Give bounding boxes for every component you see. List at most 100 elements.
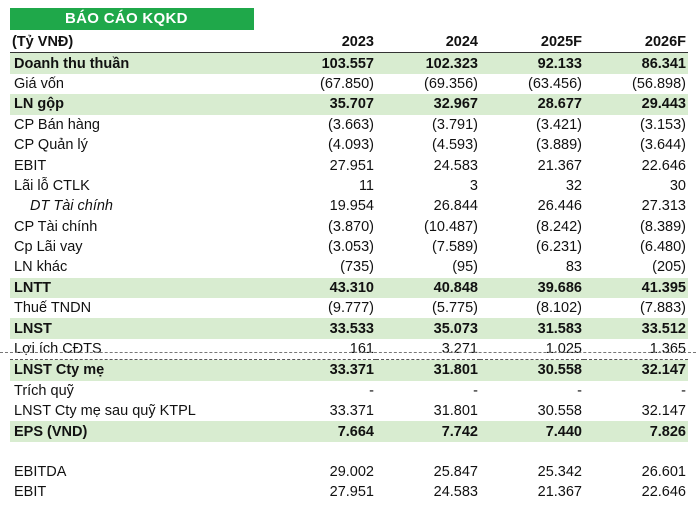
row-value: 29.002	[329, 464, 374, 480]
row-value: 26.446	[537, 198, 582, 215]
row-value: (3.889)	[536, 137, 582, 154]
row-value: (10.487)	[423, 218, 478, 235]
row-value: 1.025	[480, 338, 584, 361]
row-value: (7.589)	[432, 239, 478, 256]
row-label: EBITDA	[14, 464, 67, 480]
row-value: 26.844	[433, 198, 478, 215]
table-row: Cp Lãi vay (3.053) (7.589) (6.231) (6.480)	[10, 237, 688, 257]
row-value: (3.663)	[328, 116, 374, 133]
row-value: 7.664	[272, 421, 376, 442]
table-row: EBIT 27.951 24.583 21.367 22.646	[10, 482, 688, 502]
row-label: CP Bán hàng	[14, 116, 100, 133]
row-value: 7.826	[584, 421, 688, 442]
row-value: 24.583	[433, 157, 478, 174]
row-value: 31.801	[433, 403, 478, 420]
row-value: 29.443	[584, 94, 688, 115]
row-value: 28.677	[480, 94, 584, 115]
row-value: (95)	[452, 259, 478, 276]
table-row: LNTT 43.310 40.848 39.686 41.395	[10, 277, 688, 299]
row-value: 31.583	[480, 318, 584, 339]
row-value: (5.775)	[432, 300, 478, 317]
row-value: 32.967	[376, 94, 480, 115]
header-row: (Tỷ VNĐ) 2023 2024 2025F 2026F	[10, 32, 688, 54]
table-row: Lãi lỗ CTLK 11 3 32 30	[10, 176, 688, 196]
row-value: 21.367	[537, 157, 582, 174]
row-value: 31.801	[376, 359, 480, 381]
table-row	[10, 442, 688, 462]
row-value: (8.389)	[640, 218, 686, 235]
row-value: 39.686	[480, 277, 584, 299]
income-statement-table: (Tỷ VNĐ) 2023 2024 2025F 2026F Doanh thu…	[10, 32, 688, 503]
row-value: 103.557	[272, 52, 376, 74]
row-value	[480, 442, 584, 462]
row-label: Giá vốn	[14, 75, 64, 92]
row-value: -	[473, 382, 478, 399]
report-title: BÁO CÁO KQKD	[10, 8, 254, 30]
table-row: Doanh thu thuần 103.557 102.323 92.133 86.34…	[10, 52, 688, 74]
table-row: LN gộp 35.707 32.967 28.677 29.443	[10, 94, 688, 115]
row-value: 32.147	[584, 359, 688, 381]
table-row: LNST 33.533 35.073 31.583 33.512	[10, 318, 688, 339]
row-label: Lợi ích CĐTS	[10, 338, 272, 361]
row-value: (4.593)	[432, 137, 478, 154]
row-label: Lãi lỗ CTLK	[14, 177, 90, 194]
row-value: 22.646	[641, 157, 686, 174]
row-value: 3.271	[376, 338, 480, 361]
row-value	[376, 442, 480, 462]
table-row: EBIT 27.951 24.583 21.367 22.646	[10, 155, 688, 175]
year-header: 2024	[376, 32, 480, 54]
row-label: CP Tài chính	[14, 218, 98, 235]
row-value: (205)	[652, 259, 686, 276]
row-label: LNTT	[10, 277, 272, 299]
table-row: CP Quản lý (4.093) (4.593) (3.889) (3.644)	[10, 135, 688, 155]
row-value: (56.898)	[631, 75, 686, 92]
row-value: (3.153)	[640, 116, 686, 133]
row-label: LN khác	[14, 259, 68, 276]
row-value: 7.742	[376, 421, 480, 442]
row-value: 30	[669, 177, 686, 194]
row-value: 22.646	[641, 484, 686, 501]
row-value: 25.342	[537, 464, 582, 480]
row-label: EBIT	[14, 484, 47, 501]
row-value: (4.093)	[328, 137, 374, 154]
year-header: 2026F	[584, 32, 688, 54]
row-label	[10, 442, 272, 462]
row-value: 35.073	[376, 318, 480, 339]
row-label: Thuế TNDN	[14, 300, 92, 317]
row-value: 92.133	[480, 52, 584, 74]
row-value: (63.456)	[527, 75, 582, 92]
row-value: 32.147	[641, 403, 686, 420]
row-value: 3	[469, 177, 478, 194]
row-value: 25.847	[433, 464, 478, 480]
row-value: 30.558	[537, 403, 582, 420]
row-value: 7.440	[480, 421, 584, 442]
row-label: DT Tài chính	[30, 198, 113, 215]
row-value: 30.558	[480, 359, 584, 381]
row-value: 11	[358, 177, 374, 194]
row-label: LNST Cty mẹ	[10, 359, 272, 381]
row-value: 35.707	[272, 94, 376, 115]
row-value: 27.951	[329, 484, 374, 501]
table-row: Thuế TNDN (9.777) (5.775) (8.102) (7.883)	[10, 298, 688, 318]
row-value: (6.480)	[640, 239, 686, 256]
row-value: 26.601	[641, 464, 686, 480]
row-value	[272, 442, 376, 462]
row-value: (3.421)	[536, 116, 582, 133]
row-value: (7.883)	[640, 300, 686, 317]
row-value: 33.512	[584, 318, 688, 339]
year-header: 2025F	[480, 32, 584, 54]
row-value: -	[577, 382, 582, 399]
row-value: 1.365	[584, 338, 688, 361]
row-value	[584, 442, 688, 462]
table-row: Trích quỹ - - - -	[10, 381, 688, 401]
row-value: 27.313	[641, 198, 686, 215]
row-value: 19.954	[329, 198, 374, 215]
row-value: 83	[565, 259, 582, 276]
row-value: 41.395	[584, 277, 688, 299]
row-value: -	[369, 382, 374, 399]
row-value: (3.791)	[432, 116, 478, 133]
row-value: (8.242)	[536, 218, 582, 235]
row-value: 102.323	[376, 52, 480, 74]
year-header: 2023	[272, 32, 376, 54]
row-label: LN gộp	[10, 94, 272, 115]
